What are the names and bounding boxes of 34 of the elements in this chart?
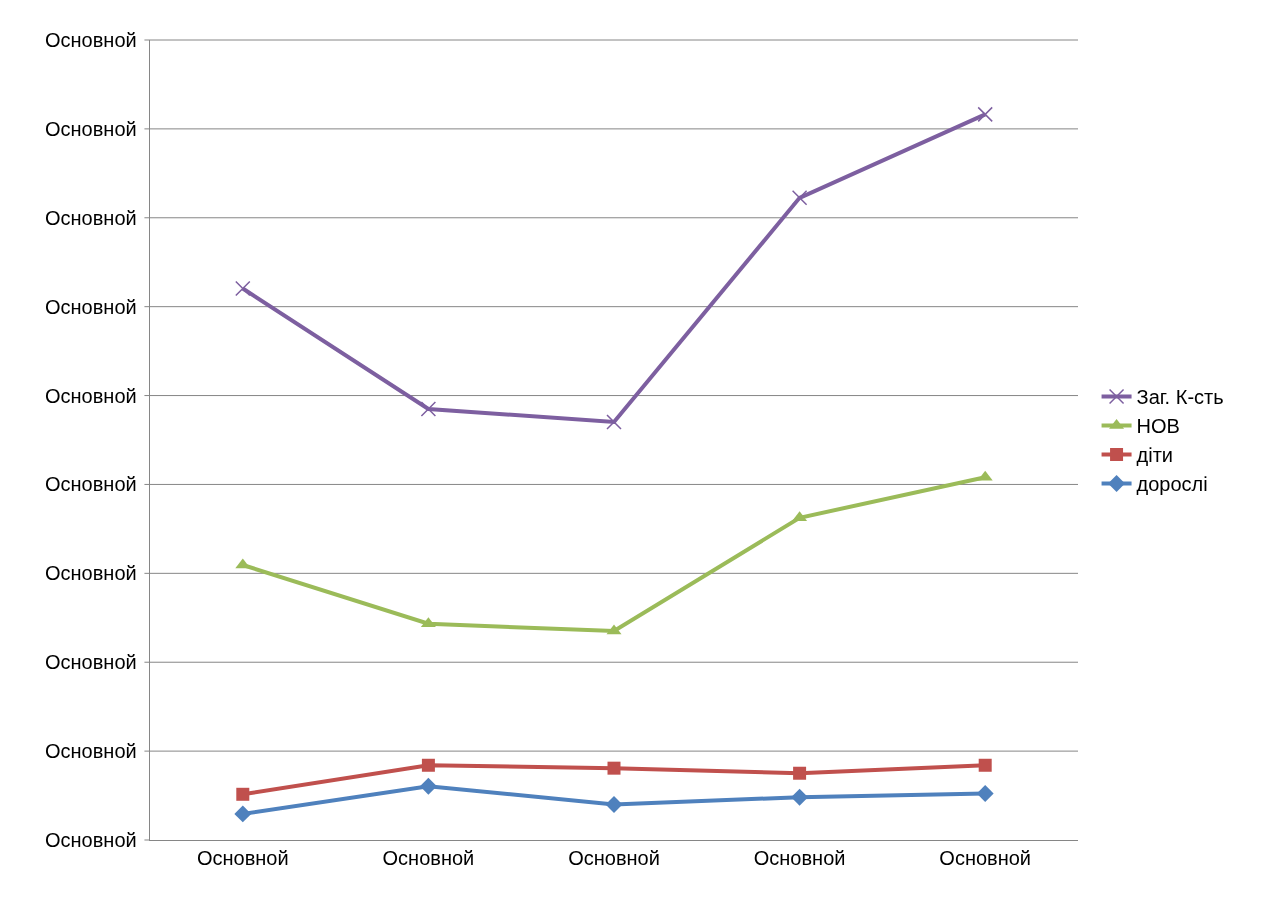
point <box>791 190 808 206</box>
point <box>978 758 992 772</box>
text: Основной <box>45 118 137 140</box>
legend-label: діти <box>1136 444 1174 467</box>
x-tick-label: Основной <box>753 847 846 869</box>
point <box>791 788 809 806</box>
x-tick-label: Основной <box>939 847 1032 869</box>
point <box>607 761 621 775</box>
x-tick-label: Основной <box>382 847 475 869</box>
text: Основной <box>45 207 137 229</box>
point <box>606 414 622 430</box>
point <box>976 785 994 803</box>
x-tick-label: Основной <box>568 847 660 869</box>
point <box>420 401 437 417</box>
text: Основной <box>45 29 137 51</box>
point <box>793 766 807 780</box>
text: Основной <box>45 473 137 495</box>
point <box>234 805 252 823</box>
legend-label: Заг. К-сть <box>1136 386 1224 409</box>
point <box>977 106 993 123</box>
text: Основной <box>45 651 137 673</box>
point <box>421 758 435 772</box>
text: Основной <box>45 296 137 318</box>
point <box>605 796 623 813</box>
point <box>419 777 437 795</box>
text: Основной <box>45 562 137 584</box>
text: Основной <box>45 740 137 762</box>
text: Основной <box>45 385 137 407</box>
text: Основной <box>45 829 137 851</box>
x-tick-label: Основной <box>196 847 289 869</box>
point <box>235 280 251 297</box>
legend-label: дорослі <box>1136 473 1208 496</box>
legend-label: НОВ <box>1136 415 1180 438</box>
point <box>236 787 250 801</box>
